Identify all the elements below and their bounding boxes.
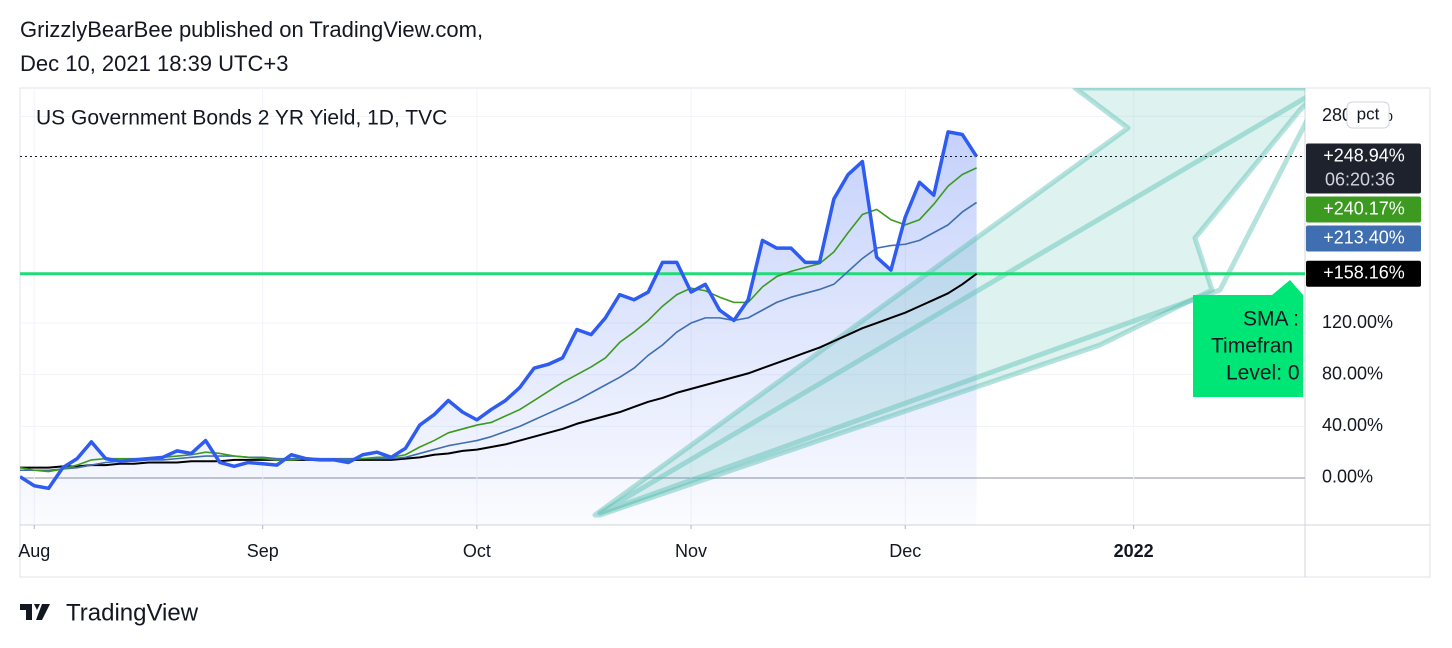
series-line xyxy=(20,272,978,469)
axis: 0.00%40.00%80.00%120.00%280.00%AugSepOct… xyxy=(18,101,1421,561)
area xyxy=(20,131,977,525)
price-label xyxy=(1306,260,1421,287)
x-tick-label: Sep xyxy=(247,541,279,561)
price-label-text: +248.94% xyxy=(1323,145,1405,165)
price-label-text: +213.40% xyxy=(1323,227,1405,247)
y-tick-label: 0.00% xyxy=(1322,467,1373,487)
y-tick-label: 40.00% xyxy=(1322,415,1383,435)
callout-text: SMA : Timefran Level: 0 xyxy=(1211,308,1300,385)
x-tick-label: 2022 xyxy=(1114,541,1154,561)
x-tick-label: Dec xyxy=(889,541,921,561)
price-label-text: +158.16% xyxy=(1323,263,1405,283)
x-tick-label: Aug xyxy=(18,541,50,561)
logo xyxy=(20,604,50,620)
frame xyxy=(19,87,1431,578)
series-line xyxy=(20,130,979,491)
price-label xyxy=(1306,143,1421,194)
series-line xyxy=(20,201,978,472)
x-tick-label: Nov xyxy=(675,541,707,561)
plot xyxy=(20,88,1305,525)
header-line: Dec 10, 2021 18:39 UTC+3 xyxy=(20,51,288,76)
countdown: 06:20:36 xyxy=(1325,169,1395,189)
y-tick-label: 80.00% xyxy=(1322,363,1383,383)
brand: TradingView xyxy=(66,599,199,626)
x-tick-label: Oct xyxy=(463,541,491,561)
price-label-text: +240.17% xyxy=(1323,198,1405,218)
callout-line: Timefran xyxy=(1211,335,1293,358)
header-line: GrizzlyBearBee published on TradingView.… xyxy=(20,17,483,42)
callout xyxy=(1193,280,1303,397)
price-label xyxy=(1306,196,1421,223)
price-label xyxy=(1306,225,1421,252)
scale-badge xyxy=(1346,101,1390,129)
note: SMA : Timefran Level: 0 xyxy=(1193,280,1303,397)
drawing-arrows xyxy=(592,88,1305,518)
chart-title: US Government Bonds 2 YR Yield, 1D, TVC xyxy=(36,107,447,130)
scale-badge-text: pct xyxy=(1357,104,1380,123)
series-line xyxy=(20,167,977,473)
callout-line: Level: 0 xyxy=(1226,362,1300,385)
callout-line: SMA : xyxy=(1243,308,1299,331)
y-tick-label: 120.00% xyxy=(1322,312,1393,332)
